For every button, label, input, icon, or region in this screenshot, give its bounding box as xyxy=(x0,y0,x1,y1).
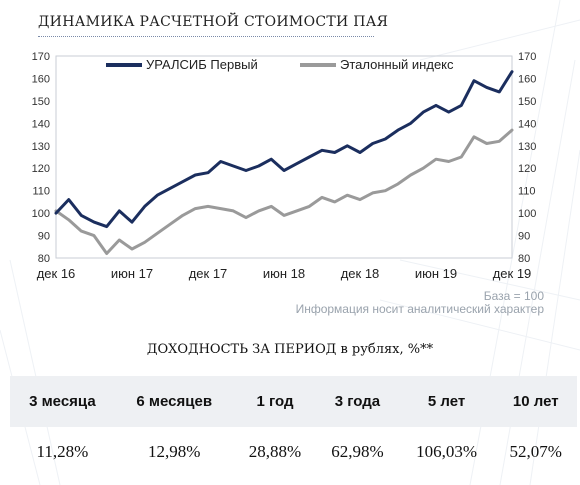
nav-chart: 80 80 90 90 100 100 110 110 120 120 130 130 140 140 15… xyxy=(32,51,537,281)
period-header: 3 года xyxy=(316,376,399,427)
period-header: 1 год xyxy=(233,376,317,427)
y-tick-label-right: 130 xyxy=(518,141,536,153)
y-tick-label-left: 140 xyxy=(32,118,50,130)
x-tick-label: дек 18 xyxy=(341,266,380,281)
y-tick-label-left: 100 xyxy=(32,208,50,220)
return-value: 12,98% xyxy=(148,442,201,461)
y-tick-label-right: 170 xyxy=(518,51,536,63)
series-line-fund xyxy=(54,70,514,229)
return-value: 106,03% xyxy=(416,442,478,461)
y-tick-label-right: 120 xyxy=(518,163,536,175)
return-value: 11,28% xyxy=(36,442,89,461)
return-value: 28,88% xyxy=(248,442,302,461)
y-tick-label-left: 110 xyxy=(32,186,50,198)
y-tick-label-right: 110 xyxy=(518,186,536,198)
y-tick-label-left: 130 xyxy=(32,141,50,153)
legend-label: УРАЛСИБ Первый xyxy=(146,57,258,72)
return-value: 52,07% xyxy=(509,442,562,461)
returns-title: ДОХОДНОСТЬ ЗА ПЕРИОД в рублях, %** xyxy=(146,342,434,357)
y-tick-label-right: 80 xyxy=(518,253,530,265)
x-tick-label: июн 19 xyxy=(415,266,457,281)
period-header: 5 лет xyxy=(398,376,495,427)
disclaimer-note: Информация носит аналитический характер xyxy=(295,302,544,316)
y-tick-label-left: 150 xyxy=(32,96,50,108)
x-tick-label: дек 17 xyxy=(189,266,228,281)
y-tick-label-right: 160 xyxy=(518,73,536,85)
x-tick-label: июн 18 xyxy=(263,266,305,281)
y-tick-label-right: 100 xyxy=(518,208,536,220)
y-tick-label-right: 90 xyxy=(518,231,530,243)
legend-label: Эталонный индекс xyxy=(340,57,454,72)
period-header: 3 месяца xyxy=(10,376,115,427)
x-tick-label: дек 19 xyxy=(493,266,532,281)
y-tick-label-left: 90 xyxy=(38,231,50,243)
x-tick-label: июн 17 xyxy=(111,266,153,281)
plot-frame xyxy=(55,55,513,259)
return-value: 62,98% xyxy=(331,442,384,461)
chart-section-title: ДИНАМИКА РАСЧЕТНОЙ СТОИМОСТИ ПАЯ xyxy=(38,14,389,30)
period-header: 10 лет xyxy=(494,376,577,427)
y-tick-label-left: 80 xyxy=(38,253,50,265)
returns-header-row: 3 месяца 6 месяцев 1 год 3 года 5 лет 10… xyxy=(10,376,577,427)
y-tick-label-left: 120 xyxy=(32,163,50,175)
y-tick-label-left: 160 xyxy=(32,73,50,85)
series-line-benchmark xyxy=(54,128,514,255)
period-header: 6 месяцев xyxy=(114,376,234,427)
y-tick-label-right: 140 xyxy=(518,118,536,130)
y-tick-label-left: 170 xyxy=(32,51,50,63)
x-tick-label: дек 16 xyxy=(37,266,76,281)
returns-table: 3 месяца 6 месяцев 1 год 3 года 5 лет 10… xyxy=(10,376,577,477)
returns-value-row: 11,28% 12,98% 28,88% 62,98% 106,03% 52,0… xyxy=(10,427,577,477)
base-note: База = 100 xyxy=(483,289,544,303)
y-tick-label-right: 150 xyxy=(518,96,536,108)
title-divider xyxy=(38,36,374,37)
